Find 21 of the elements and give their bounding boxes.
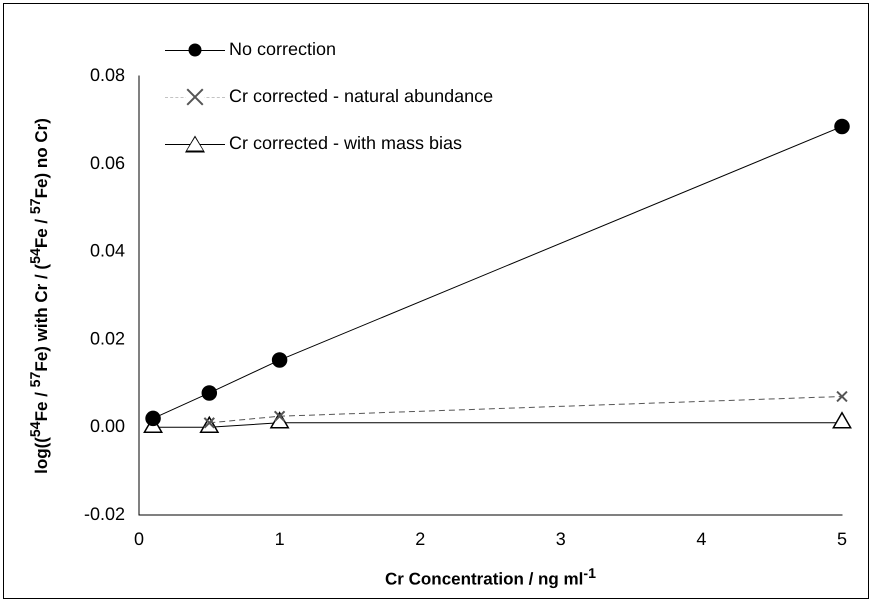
y-tick-label: 0.08 — [90, 64, 125, 85]
x-tick-label: 5 — [836, 528, 848, 549]
y-tick-label: 0.06 — [90, 152, 125, 173]
point — [272, 352, 288, 368]
point — [202, 385, 218, 401]
y-tick-label: 0.00 — [90, 416, 125, 436]
x-tick-label: 0 — [134, 528, 144, 549]
point — [834, 118, 850, 134]
y-tick-label: 0.02 — [90, 328, 125, 348]
x-tick-label: 4 — [696, 528, 706, 549]
legend-label: No correction — [229, 39, 336, 60]
legend-label: Cr corrected - with mass bias — [229, 133, 462, 154]
y-tick-label: -0.02 — [84, 504, 125, 524]
x-tick-label: 1 — [274, 528, 285, 549]
point — [145, 410, 161, 426]
x-axis-title: Cr Concentration / ng ml$^{-1}$ — [384, 566, 597, 590]
point — [836, 390, 848, 402]
legend-label: Cr corrected - natural abundance — [229, 86, 494, 107]
y-tick-label: 0.04 — [90, 240, 125, 261]
x-tick-label: 2 — [415, 528, 426, 549]
x-tick-label: 3 — [556, 528, 566, 549]
